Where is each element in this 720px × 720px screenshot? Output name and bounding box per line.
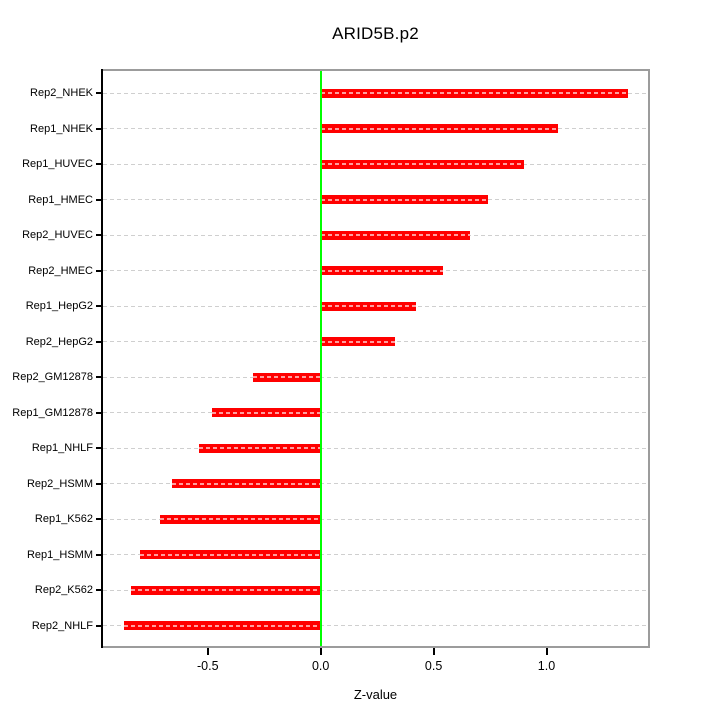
y-tick bbox=[96, 340, 103, 343]
y-tick-label: Rep1_K562 bbox=[34, 513, 93, 526]
y-tick-label: Rep2_HepG2 bbox=[25, 335, 93, 348]
y-tick bbox=[96, 163, 103, 166]
bar-dash-pattern bbox=[160, 518, 321, 521]
bar bbox=[320, 159, 524, 169]
bar-dash-pattern bbox=[198, 447, 321, 450]
bar bbox=[320, 124, 558, 134]
bar bbox=[320, 266, 443, 276]
bar-dash-pattern bbox=[124, 624, 321, 627]
bar-dash-pattern bbox=[320, 163, 524, 166]
bar bbox=[320, 301, 416, 311]
bar-dash-pattern bbox=[320, 234, 470, 237]
bar bbox=[320, 337, 396, 347]
y-tick bbox=[96, 198, 103, 201]
y-tick bbox=[96, 127, 103, 130]
grid-line bbox=[103, 447, 648, 449]
y-tick bbox=[96, 305, 103, 308]
grid-line bbox=[103, 554, 648, 556]
y-tick bbox=[96, 92, 103, 94]
y-tick bbox=[96, 553, 103, 556]
y-tick-label: Rep1_HUVEC bbox=[22, 158, 93, 171]
bar bbox=[198, 443, 321, 453]
x-tick bbox=[545, 648, 548, 655]
x-axis-title: Z-value bbox=[353, 687, 398, 702]
chart-title: ARID5B.p2 bbox=[332, 24, 419, 43]
bar bbox=[320, 88, 628, 98]
bar-dash-pattern bbox=[320, 92, 628, 94]
bar bbox=[124, 621, 321, 631]
y-tick-label: Rep1_HepG2 bbox=[25, 300, 93, 313]
y-tick-label: Rep1_HSMM bbox=[26, 548, 93, 561]
bar-dash-pattern bbox=[320, 127, 558, 130]
y-tick-label: Rep2_HMEC bbox=[28, 264, 93, 277]
bar-dash-pattern bbox=[320, 305, 416, 308]
bar bbox=[320, 195, 488, 205]
y-tick-label: Rep2_NHLF bbox=[31, 619, 93, 632]
y-tick bbox=[96, 234, 103, 237]
bar-dash-pattern bbox=[320, 198, 488, 201]
bar bbox=[171, 479, 321, 489]
bar-dash-pattern bbox=[171, 482, 321, 485]
grid-line bbox=[103, 483, 648, 485]
y-tick-label: Rep2_NHEK bbox=[30, 87, 93, 99]
bar-dash-pattern bbox=[252, 376, 321, 379]
y-tick-label: Rep2_HUVEC bbox=[22, 229, 93, 242]
bar-dash-pattern bbox=[320, 269, 443, 272]
y-tick-label: Rep2_K562 bbox=[34, 584, 93, 597]
bar bbox=[140, 550, 321, 560]
y-tick bbox=[96, 411, 103, 414]
x-tick bbox=[206, 648, 209, 655]
y-tick-label: Rep1_HMEC bbox=[28, 193, 93, 206]
y-tick bbox=[96, 376, 103, 379]
bar-dash-pattern bbox=[320, 340, 396, 343]
x-tick-label: 0.0 bbox=[311, 659, 330, 673]
y-axis-line bbox=[101, 69, 103, 648]
grid-line bbox=[103, 412, 648, 414]
grid-line bbox=[103, 518, 648, 520]
y-tick-label: Rep1_GM12878 bbox=[12, 406, 93, 419]
y-tick-label: Rep1_NHEK bbox=[30, 122, 93, 135]
y-tick bbox=[96, 482, 103, 485]
plot-border bbox=[101, 69, 650, 648]
bar bbox=[320, 230, 470, 240]
bar bbox=[131, 585, 321, 595]
x-tick bbox=[432, 648, 435, 655]
grid-line bbox=[103, 589, 648, 591]
y-tick bbox=[96, 518, 103, 521]
bar bbox=[252, 372, 321, 382]
x-tick-label: -0.5 bbox=[197, 659, 219, 673]
bar-dash-pattern bbox=[140, 553, 321, 556]
y-tick bbox=[96, 624, 103, 627]
bar bbox=[160, 514, 321, 524]
grid-line bbox=[103, 376, 648, 378]
x-tick bbox=[319, 648, 322, 655]
zero-line bbox=[319, 71, 322, 646]
y-tick bbox=[96, 589, 103, 592]
y-tick-label: Rep2_HSMM bbox=[26, 477, 93, 490]
bar-dash-pattern bbox=[212, 411, 321, 414]
x-tick-label: 0.5 bbox=[424, 659, 443, 673]
x-tick-label: 1.0 bbox=[537, 659, 556, 673]
y-tick bbox=[96, 447, 103, 450]
bar-dash-pattern bbox=[131, 589, 321, 592]
y-tick bbox=[96, 269, 103, 272]
grid-line bbox=[103, 625, 648, 627]
bar bbox=[212, 408, 321, 418]
y-tick-label: Rep1_NHLF bbox=[31, 442, 93, 455]
y-tick-label: Rep2_GM12878 bbox=[12, 371, 93, 384]
